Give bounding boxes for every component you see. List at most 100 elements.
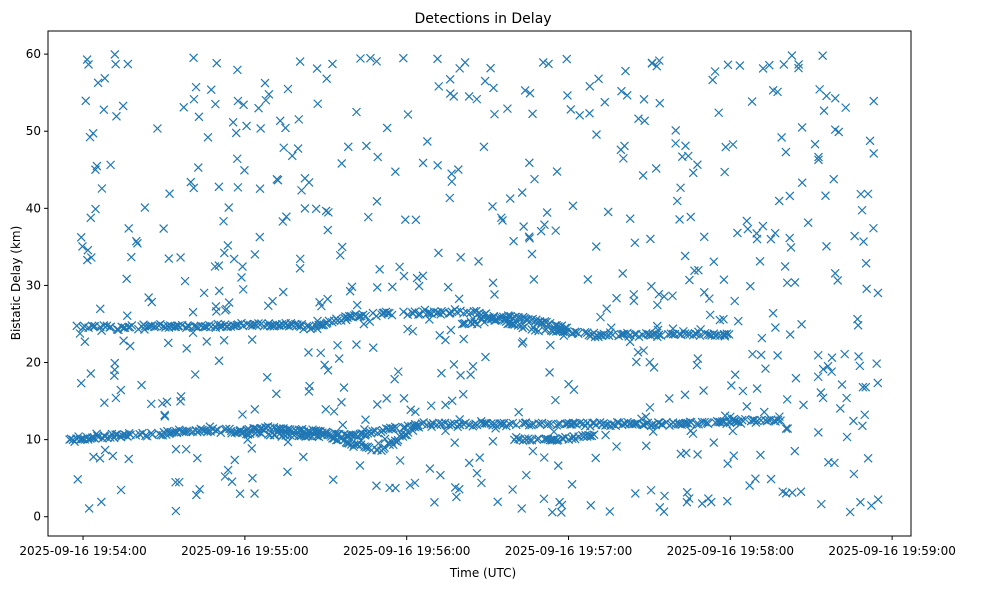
data-point bbox=[553, 461, 563, 471]
data-point bbox=[770, 323, 780, 333]
data-point bbox=[733, 316, 743, 326]
data-point bbox=[860, 410, 870, 420]
data-point bbox=[503, 319, 513, 329]
data-point bbox=[486, 63, 496, 73]
data-point bbox=[219, 248, 229, 258]
data-point bbox=[818, 51, 828, 61]
data-point bbox=[764, 60, 774, 70]
data-point bbox=[514, 407, 524, 417]
data-point bbox=[480, 76, 490, 86]
x-tick-label: 2025-09-16 19:54:00 bbox=[19, 544, 146, 558]
data-point bbox=[340, 312, 350, 322]
data-point bbox=[525, 88, 535, 98]
data-point bbox=[466, 370, 476, 380]
data-point bbox=[333, 340, 342, 350]
data-point bbox=[544, 419, 553, 429]
data-point bbox=[446, 325, 456, 335]
data-point bbox=[818, 364, 828, 374]
data-point bbox=[488, 202, 497, 211]
data-point bbox=[86, 369, 96, 379]
data-point bbox=[223, 241, 233, 250]
data-point bbox=[863, 189, 873, 199]
data-point bbox=[730, 370, 740, 380]
data-point bbox=[295, 263, 305, 273]
data-point bbox=[539, 453, 549, 462]
data-point bbox=[722, 329, 732, 339]
data-point bbox=[147, 321, 157, 331]
data-point bbox=[424, 315, 434, 324]
data-point bbox=[822, 241, 831, 251]
data-point bbox=[785, 330, 795, 339]
data-point bbox=[872, 359, 882, 369]
data-point bbox=[323, 225, 333, 235]
data-point bbox=[735, 61, 745, 71]
x-axis: 2025-09-16 19:54:00 2025-09-16 19:55:00 20… bbox=[19, 536, 956, 558]
data-point bbox=[664, 394, 674, 403]
data-point bbox=[264, 89, 274, 99]
data-point bbox=[211, 302, 221, 311]
data-point bbox=[699, 287, 709, 297]
data-point bbox=[703, 494, 713, 503]
data-point bbox=[140, 203, 150, 212]
data-point bbox=[437, 419, 447, 428]
data-point bbox=[742, 216, 752, 226]
data-point bbox=[235, 489, 245, 499]
data-point bbox=[382, 123, 392, 133]
y-tick-label: 50 bbox=[26, 124, 41, 138]
data-point bbox=[528, 109, 537, 119]
data-point bbox=[425, 464, 435, 473]
data-point bbox=[372, 56, 382, 66]
data-point bbox=[616, 145, 626, 155]
data-point bbox=[99, 105, 109, 115]
y-tick-label: 20 bbox=[26, 356, 41, 370]
data-point bbox=[554, 321, 563, 331]
data-point bbox=[250, 404, 260, 414]
data-point bbox=[822, 91, 831, 101]
data-point bbox=[813, 427, 823, 437]
data-point bbox=[645, 234, 655, 244]
data-point bbox=[247, 443, 257, 453]
data-point bbox=[433, 248, 443, 258]
data-point bbox=[91, 204, 100, 214]
data-point bbox=[790, 277, 800, 287]
data-point bbox=[333, 316, 342, 326]
data-point bbox=[125, 341, 135, 351]
data-point bbox=[813, 372, 823, 382]
data-point bbox=[445, 74, 455, 84]
data-point bbox=[260, 78, 270, 88]
data-point bbox=[482, 418, 492, 428]
data-point bbox=[73, 474, 83, 484]
data-point bbox=[752, 384, 762, 393]
data-point bbox=[668, 324, 678, 334]
data-point bbox=[517, 188, 527, 198]
data-point bbox=[345, 286, 355, 296]
data-point bbox=[435, 470, 445, 480]
data-point bbox=[567, 479, 577, 489]
data-point bbox=[144, 293, 154, 303]
data-point bbox=[227, 477, 237, 487]
data-point bbox=[794, 63, 803, 73]
data-point bbox=[683, 151, 693, 161]
data-point bbox=[361, 311, 371, 321]
data-point bbox=[232, 65, 242, 75]
data-point bbox=[833, 276, 843, 285]
data-point bbox=[617, 86, 626, 96]
data-point bbox=[426, 401, 436, 411]
data-point bbox=[631, 357, 641, 367]
data-point bbox=[390, 167, 400, 177]
data-point bbox=[297, 185, 306, 195]
data-point bbox=[464, 458, 474, 468]
data-point bbox=[740, 414, 750, 424]
data-point bbox=[724, 330, 734, 339]
data-point bbox=[304, 387, 314, 396]
data-point bbox=[372, 282, 382, 292]
x-tick-label: 2025-09-16 19:57:00 bbox=[505, 544, 632, 558]
data-point bbox=[766, 234, 776, 244]
data-point bbox=[858, 382, 868, 392]
data-point bbox=[774, 196, 784, 206]
data-point bbox=[563, 90, 572, 100]
data-point bbox=[433, 54, 442, 64]
data-point bbox=[797, 123, 807, 132]
data-point bbox=[525, 233, 534, 243]
data-point bbox=[774, 412, 784, 422]
